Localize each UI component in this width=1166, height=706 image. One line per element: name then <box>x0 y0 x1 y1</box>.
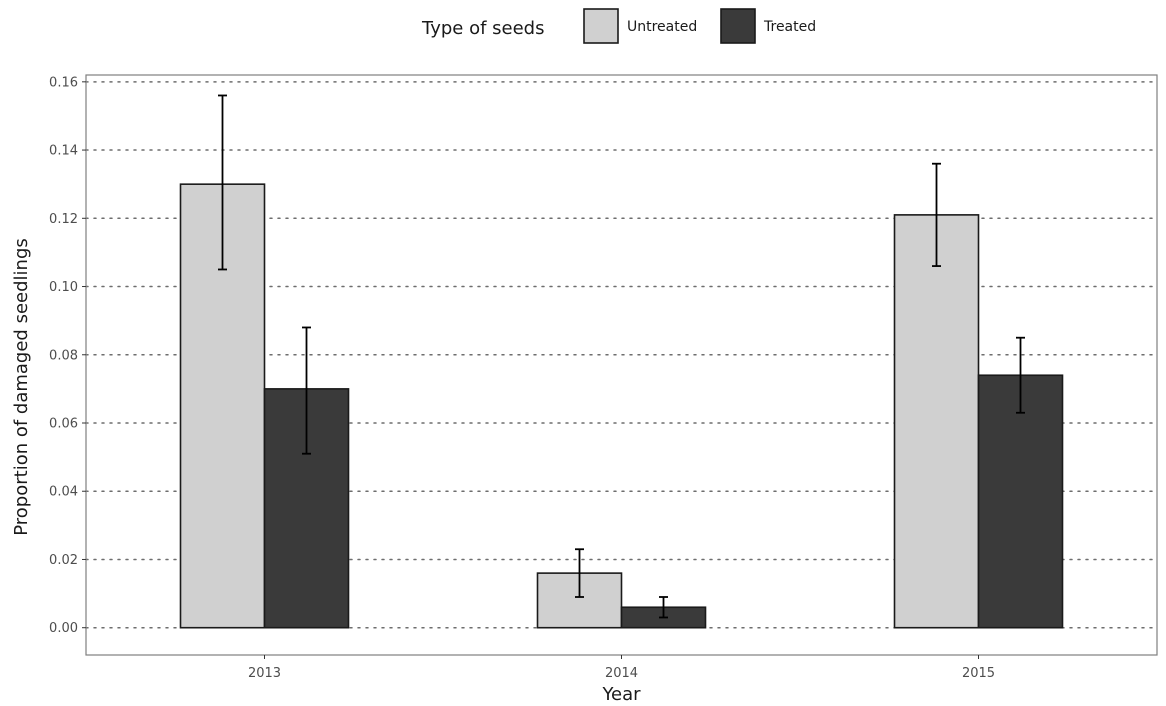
legend-label-untreated: Untreated <box>627 19 697 35</box>
y-tick-label: 0.14 <box>49 144 78 159</box>
legend-key-untreated <box>583 8 619 44</box>
y-tick-label: 0.16 <box>49 75 78 90</box>
x-axis: 2013 2014 2015 <box>248 655 995 681</box>
legend-title: Type of seeds <box>421 18 544 39</box>
legend-label-treated: Treated <box>763 19 816 35</box>
bars <box>179 183 1064 629</box>
x-tick-label: 2014 <box>605 666 638 681</box>
y-tick-label: 0.08 <box>49 348 78 363</box>
y-tick-label: 0.10 <box>49 280 78 295</box>
y-tick-label: 0.00 <box>49 621 78 636</box>
x-axis-title: Year <box>601 684 641 705</box>
bar-untreated-2015 <box>893 214 980 629</box>
x-tick-label: 2015 <box>962 666 995 681</box>
legend: Type of seeds Untreated Treated <box>421 8 816 44</box>
y-tick-label: 0.02 <box>49 553 78 568</box>
legend-key-treated <box>720 8 756 44</box>
error-bars <box>218 94 1025 619</box>
y-axis-title: Proportion of damaged seedlings <box>11 238 32 536</box>
y-tick-label: 0.12 <box>49 212 78 227</box>
y-axis: 0.00 0.02 0.04 0.06 0.08 0.10 0.12 0.14 0.16 <box>49 75 86 636</box>
x-tick-label: 2013 <box>248 666 281 681</box>
y-tick-label: 0.06 <box>49 417 78 432</box>
y-tick-label: 0.04 <box>49 485 78 500</box>
bar-treated-2015 <box>977 374 1064 629</box>
